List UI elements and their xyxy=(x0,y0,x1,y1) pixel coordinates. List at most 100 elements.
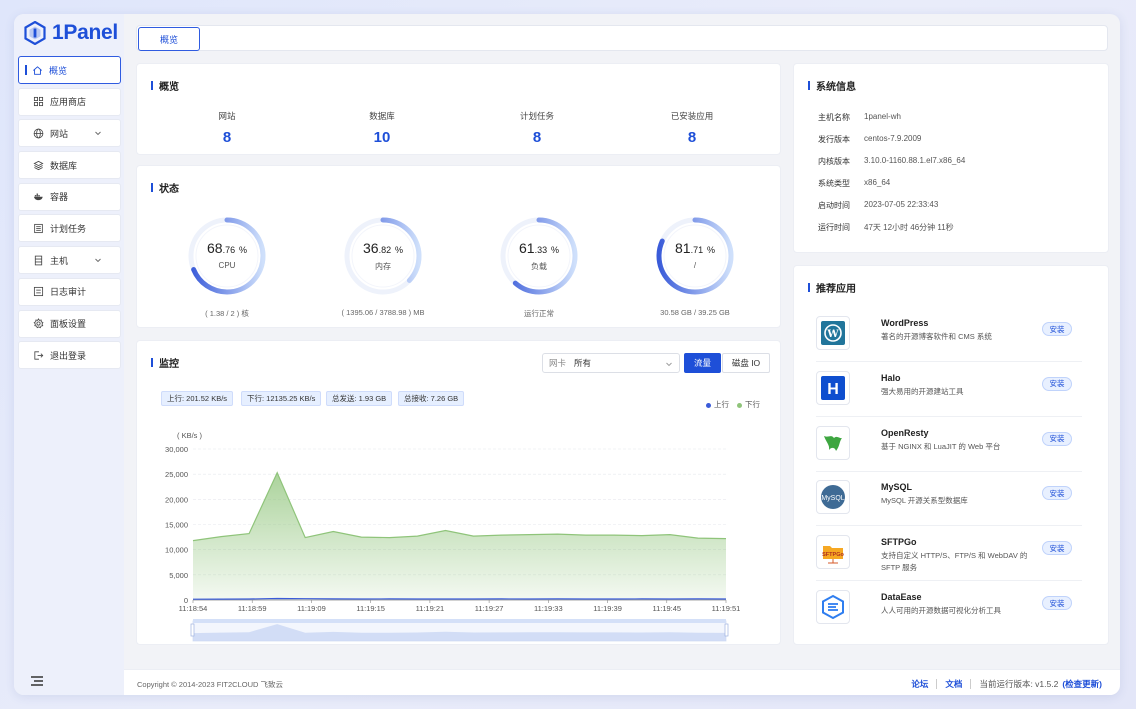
overview-card: 概览 网站 8 数据库 10 计划任务 8 已安装应用 8 xyxy=(136,63,781,155)
zoom-handle-right[interactable] xyxy=(724,623,729,637)
app-name: MySQL xyxy=(881,482,913,493)
app-name: Halo xyxy=(881,372,901,383)
install-button[interactable]: 安装 xyxy=(1042,486,1072,501)
app-item-mysql[interactable]: MySQL MySQL MySQL 开源关系型数据库 安装 xyxy=(816,471,1082,527)
overview-item-databases[interactable]: 数据库 10 xyxy=(302,110,462,146)
tab-traffic[interactable]: 流量 xyxy=(684,353,721,373)
overview-item-installed-apps[interactable]: 已安装应用 8 xyxy=(612,110,772,146)
sidebar-item-websites[interactable]: 网站 xyxy=(18,119,121,148)
sidebar-item-settings[interactable]: 面板设置 xyxy=(18,309,121,338)
app-description: 基于 NGINX 和 LuaJIT 的 Web 平台 xyxy=(881,441,1001,451)
sysinfo-key: 启动时间 xyxy=(818,201,850,210)
overview-item-websites[interactable]: 网站 8 xyxy=(147,110,307,146)
overview-label: 计划任务 xyxy=(519,111,554,121)
zoom-handle-left[interactable] xyxy=(190,623,195,637)
gauge-label: CPU xyxy=(218,261,236,270)
nic-select-label: 网卡 xyxy=(549,358,567,368)
sidebar-item-label: 主机 xyxy=(50,255,69,266)
home-icon xyxy=(33,65,42,75)
database-icon xyxy=(33,160,44,170)
sidebar-item-host[interactable]: 主机 xyxy=(18,246,121,275)
legend-upload[interactable]: 上行 xyxy=(706,399,729,410)
sidebar-item-logs[interactable]: 日志审计 xyxy=(18,277,121,306)
app-item-wordpress[interactable]: W WordPress 著名的开源博客软件和 CMS 系统 安装 xyxy=(816,307,1082,362)
sidebar-item-label: 计划任务 xyxy=(50,223,87,234)
total-received-chip: 总接收: 7.26 GB xyxy=(398,391,465,406)
app-name: SFTPGo xyxy=(881,537,917,548)
x-tick-label: 11:19:21 xyxy=(416,604,445,613)
main-content: 概览 概览 网站 8 数据库 10 计划任务 8 已安装应用 8 状态 xyxy=(124,14,1120,695)
version-text: 当前运行版本: v1.5.2 xyxy=(979,679,1059,689)
overview-value: 8 xyxy=(222,129,232,146)
sysinfo-value: x86_64 xyxy=(864,178,891,187)
sysinfo-key: 运行时间 xyxy=(818,223,850,232)
install-button[interactable]: 安装 xyxy=(1042,431,1072,446)
app-item-halo[interactable]: H Halo 强大易用的开源建站工具 安装 xyxy=(816,362,1082,417)
chart-legend[interactable]: 上行 下行 xyxy=(706,399,760,410)
install-button[interactable]: 安装 xyxy=(1042,322,1072,336)
sidebar-item-app-store[interactable]: 应用商店 xyxy=(18,87,121,116)
app-description: 著名的开源博客软件和 CMS 系统 xyxy=(881,332,992,341)
upload-rate-chip: 上行: 201.52 KB/s xyxy=(161,391,234,406)
gauge-ring xyxy=(500,217,578,295)
sysinfo-value: centos-7.9.2009 xyxy=(864,134,922,143)
traffic-chart[interactable]: ( KB/s ) 0 5,000 10,000 15,000 20,000 25,000 30… xyxy=(137,341,782,646)
install-button[interactable]: 安装 xyxy=(1042,376,1072,391)
download-rate-chip: 下行: 12135.25 KB/s xyxy=(241,391,322,406)
gauge-value: 36.82 % xyxy=(363,240,403,256)
gauge-0: 68.76 % CPU xyxy=(185,214,269,303)
gauge-label: 内存 xyxy=(375,262,391,271)
check-update-link[interactable]: (检查更新) xyxy=(1062,679,1102,689)
y-tick-label: 10,000 xyxy=(165,546,188,555)
x-tick-label: 11:19:51 xyxy=(712,604,741,613)
card-title: 系统信息 xyxy=(808,78,856,93)
list-icon xyxy=(34,223,43,233)
gauge-label: 负载 xyxy=(531,262,547,271)
tab-overview[interactable]: 概览 xyxy=(138,27,200,51)
sysinfo-value: 2023-07-05 22:33:43 xyxy=(864,200,939,209)
sidebar-item-containers[interactable]: 容器 xyxy=(18,182,121,211)
x-tick-label: 11:18:59 xyxy=(238,604,267,613)
menu-collapse-icon[interactable] xyxy=(30,675,44,687)
tab-disk-io[interactable]: 磁盘 IO xyxy=(722,353,770,373)
sidebar-item-logout[interactable]: 退出登录 xyxy=(18,341,121,370)
tab-bar: 概览 xyxy=(136,25,1108,51)
logo[interactable]: 1Panel xyxy=(24,20,118,46)
sidebar-item-cronjobs[interactable]: 计划任务 xyxy=(18,214,121,243)
app-item-sftpgo[interactable]: SFTPGo SFTPGo 支持自定义 HTTP/S、FTP/S 和 WebDAV … xyxy=(816,526,1082,582)
legend-download[interactable]: 下行 xyxy=(737,399,760,410)
sidebar: 1Panel 概览 应用商店 网站 数据库 容 xyxy=(14,14,124,695)
sidebar-item-label: 退出登录 xyxy=(50,350,87,361)
sidebar-item-overview[interactable]: 概览 xyxy=(18,56,121,84)
chevron-down-icon xyxy=(95,258,101,263)
app-description: 支持自定义 HTTP/S、FTP/S 和 WebDAV 的 SFTP 服务 xyxy=(881,551,1028,573)
forum-link[interactable]: 论坛 xyxy=(911,679,929,689)
nic-select[interactable]: 网卡 所有 xyxy=(542,353,680,373)
sidebar-item-label: 面板设置 xyxy=(50,319,87,329)
gauge-label: / xyxy=(693,261,697,270)
install-button[interactable]: 安装 xyxy=(1042,596,1072,610)
app-name: OpenResty xyxy=(881,427,929,438)
gauge-ring xyxy=(344,217,422,295)
sysinfo-row: 系统类型 x86_64 xyxy=(818,178,890,189)
card-title: 监控 xyxy=(151,355,179,370)
install-button[interactable]: 安装 xyxy=(1042,541,1072,556)
sidebar-item-database[interactable]: 数据库 xyxy=(18,151,121,180)
app-item-openresty[interactable]: OpenResty 基于 NGINX 和 LuaJIT 的 Web 平台 安装 xyxy=(816,417,1082,472)
sysinfo-row: 发行版本 centos-7.9.2009 xyxy=(818,134,921,145)
app-item-dataease[interactable]: DataEase 人人可用的开源数据可视化分析工具 安装 xyxy=(816,581,1082,636)
sftpgo-icon: SFTPGo xyxy=(816,535,850,570)
zoom-preview xyxy=(193,624,726,641)
y-tick-label: 0 xyxy=(184,596,188,605)
card-title: 概览 xyxy=(151,78,179,93)
overview-item-cronjobs[interactable]: 计划任务 8 xyxy=(457,110,617,146)
y-tick-label: 15,000 xyxy=(165,521,188,530)
x-tick-label: 11:18:54 xyxy=(179,604,208,613)
divider xyxy=(936,679,938,689)
footer-links: 论坛 文档 当前运行版本: v1.5.2 (检查更新) xyxy=(911,678,1102,690)
docs-link[interactable]: 文档 xyxy=(945,679,963,689)
gauge-value: 81.71 % xyxy=(675,240,715,256)
sysinfo-row: 启动时间 2023-07-05 22:33:43 xyxy=(818,200,938,211)
app-description: 强大易用的开源建站工具 xyxy=(881,386,964,396)
copyright: Copyright © 2014-2023 FIT2CLOUD 飞致云 xyxy=(137,680,283,689)
